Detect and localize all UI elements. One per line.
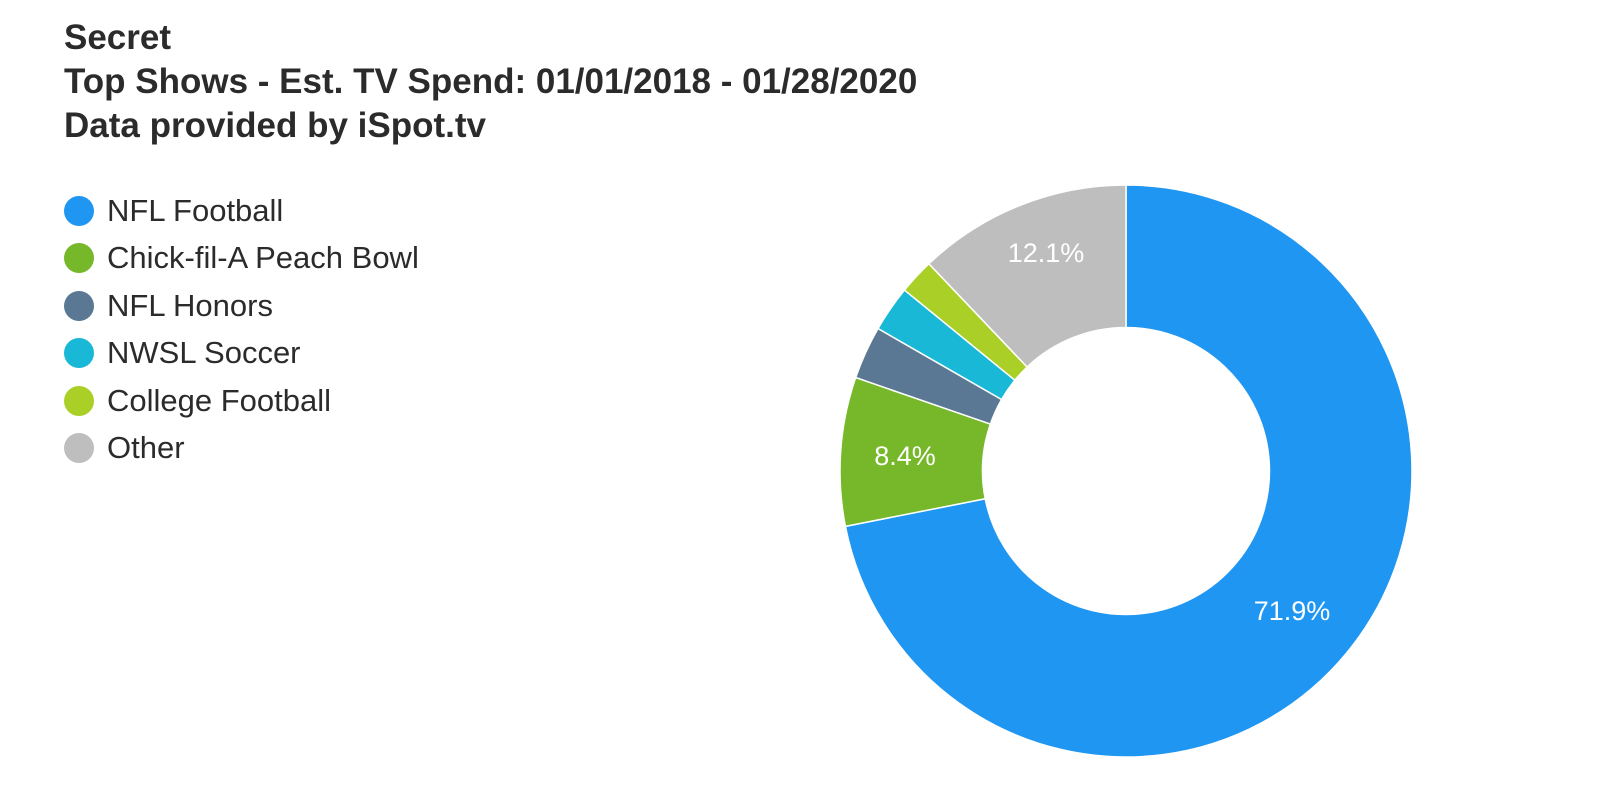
svg-text:8.4%: 8.4% [874, 441, 936, 471]
svg-text:71.9%: 71.9% [1254, 596, 1331, 626]
svg-text:12.1%: 12.1% [1008, 238, 1085, 268]
